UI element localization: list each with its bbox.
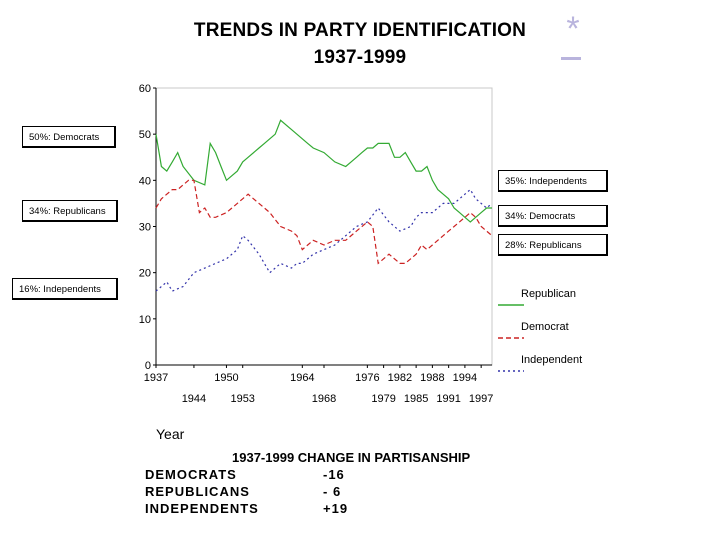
legend-label-independent: Independent: [521, 354, 583, 366]
series-line-democrat: [155, 179, 493, 265]
callout-democrats-start: 50%: Democrats: [22, 126, 116, 148]
series-line-republican: [155, 119, 492, 223]
callout-independents-end: 35%: Independents: [498, 170, 608, 192]
x-tick-label: 1968: [312, 393, 336, 405]
summary-title: 1937-1999 CHANGE IN PARTISANSHIP: [232, 450, 471, 465]
y-tick-label: 50: [139, 129, 151, 141]
chart-title: TRENDS IN PARTY IDENTIFICATION: [193, 20, 527, 41]
series-line-independent: [155, 188, 493, 292]
summary-party-democrats: DEMOCRATS: [145, 467, 237, 482]
x-tick-label: 1991: [436, 393, 460, 405]
y-tick-label: 10: [139, 314, 151, 326]
y-tick-label: 0: [145, 360, 151, 372]
x-tick-label: 1950: [214, 372, 238, 384]
x-tick-label: 1937: [144, 372, 168, 384]
y-tick-label: 60: [139, 83, 151, 95]
y-tick-label: 30: [139, 222, 151, 234]
x-tick-label: 1944: [182, 393, 206, 405]
x-axis-title: Year: [156, 426, 185, 442]
plot-frame: [155, 87, 493, 366]
x-tick-label: 1964: [290, 372, 314, 384]
x-tick-label: 1953: [230, 393, 254, 405]
summary-party-republicans: REPUBLICANS: [145, 484, 250, 499]
chart-subtitle: 1937-1999: [313, 47, 407, 68]
y-tick-label: 20: [139, 268, 151, 280]
summary-change-republicans: - 6: [323, 484, 342, 499]
callout-republicans-end: 28%: Republicans: [498, 234, 608, 256]
summary-change-independents: +19: [323, 501, 349, 516]
x-tick-label: 1982: [388, 372, 412, 384]
x-tick-label: 1979: [371, 393, 395, 405]
y-tick-label: 40: [139, 175, 151, 187]
legend-label-democrat: Democrat: [521, 321, 569, 333]
callout-independents-start: 16%: Independents: [12, 278, 118, 300]
summary-change-democrats: -16: [323, 467, 345, 482]
callout-democrats-end: 34%: Democrats: [498, 205, 608, 227]
x-tick-label: 1976: [355, 372, 379, 384]
callout-republicans-start: 34%: Republicans: [22, 200, 118, 222]
x-tick-label: 1997: [469, 393, 493, 405]
star-icon: *: [566, 10, 580, 48]
x-tick-label: 1985: [404, 393, 428, 405]
x-tick-label: 1988: [420, 372, 444, 384]
decor-dash: [561, 57, 581, 60]
x-tick-label: 1994: [453, 372, 477, 384]
summary-party-independents: INDEPENDENTS: [145, 501, 259, 516]
legend-label-republican: Republican: [521, 288, 577, 300]
